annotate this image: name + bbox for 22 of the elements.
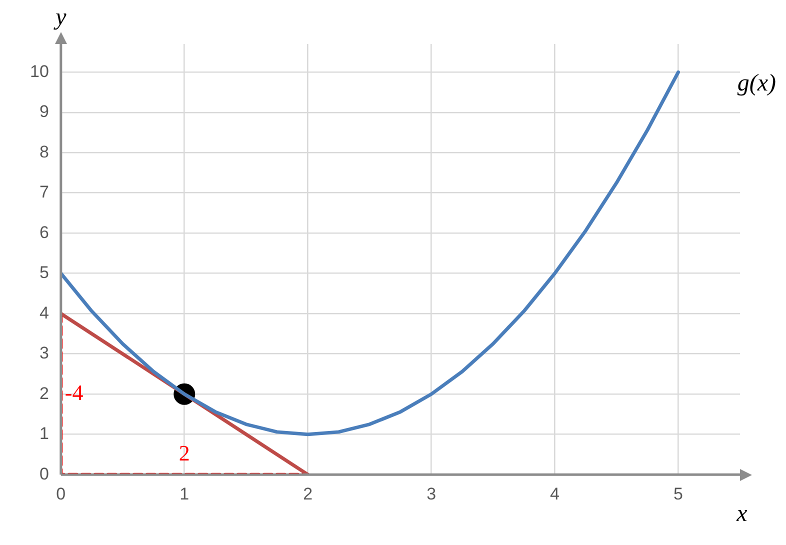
y-tick-label: 7 — [39, 182, 49, 202]
y-tick-label: 8 — [39, 142, 49, 162]
x-tick-label: 4 — [550, 484, 560, 504]
y-tick-label: 3 — [39, 344, 49, 363]
annotation: g(x) — [737, 70, 776, 96]
y-tick-label: 9 — [39, 102, 49, 122]
annotation: -4 — [64, 380, 84, 405]
y-tick-label: 2 — [39, 384, 49, 403]
annotation: 2 — [178, 440, 190, 466]
x-tick-label: 3 — [426, 484, 436, 504]
y-tick-label: 6 — [39, 222, 49, 242]
y-tick-label: 10 — [30, 62, 49, 81]
x-tick-label: 1 — [180, 484, 190, 504]
x-tick-label: 5 — [674, 484, 683, 504]
y-tick-label: 1 — [39, 424, 49, 444]
y-tick-label: 5 — [39, 263, 49, 282]
y-tick-label: 0 — [39, 464, 49, 484]
x-tick-label: 2 — [303, 484, 313, 504]
x-tick-label: 0 — [56, 484, 66, 504]
x-axis-title: x — [736, 500, 748, 527]
y-axis-title: y — [54, 4, 67, 30]
y-tick-label: 4 — [39, 303, 49, 322]
